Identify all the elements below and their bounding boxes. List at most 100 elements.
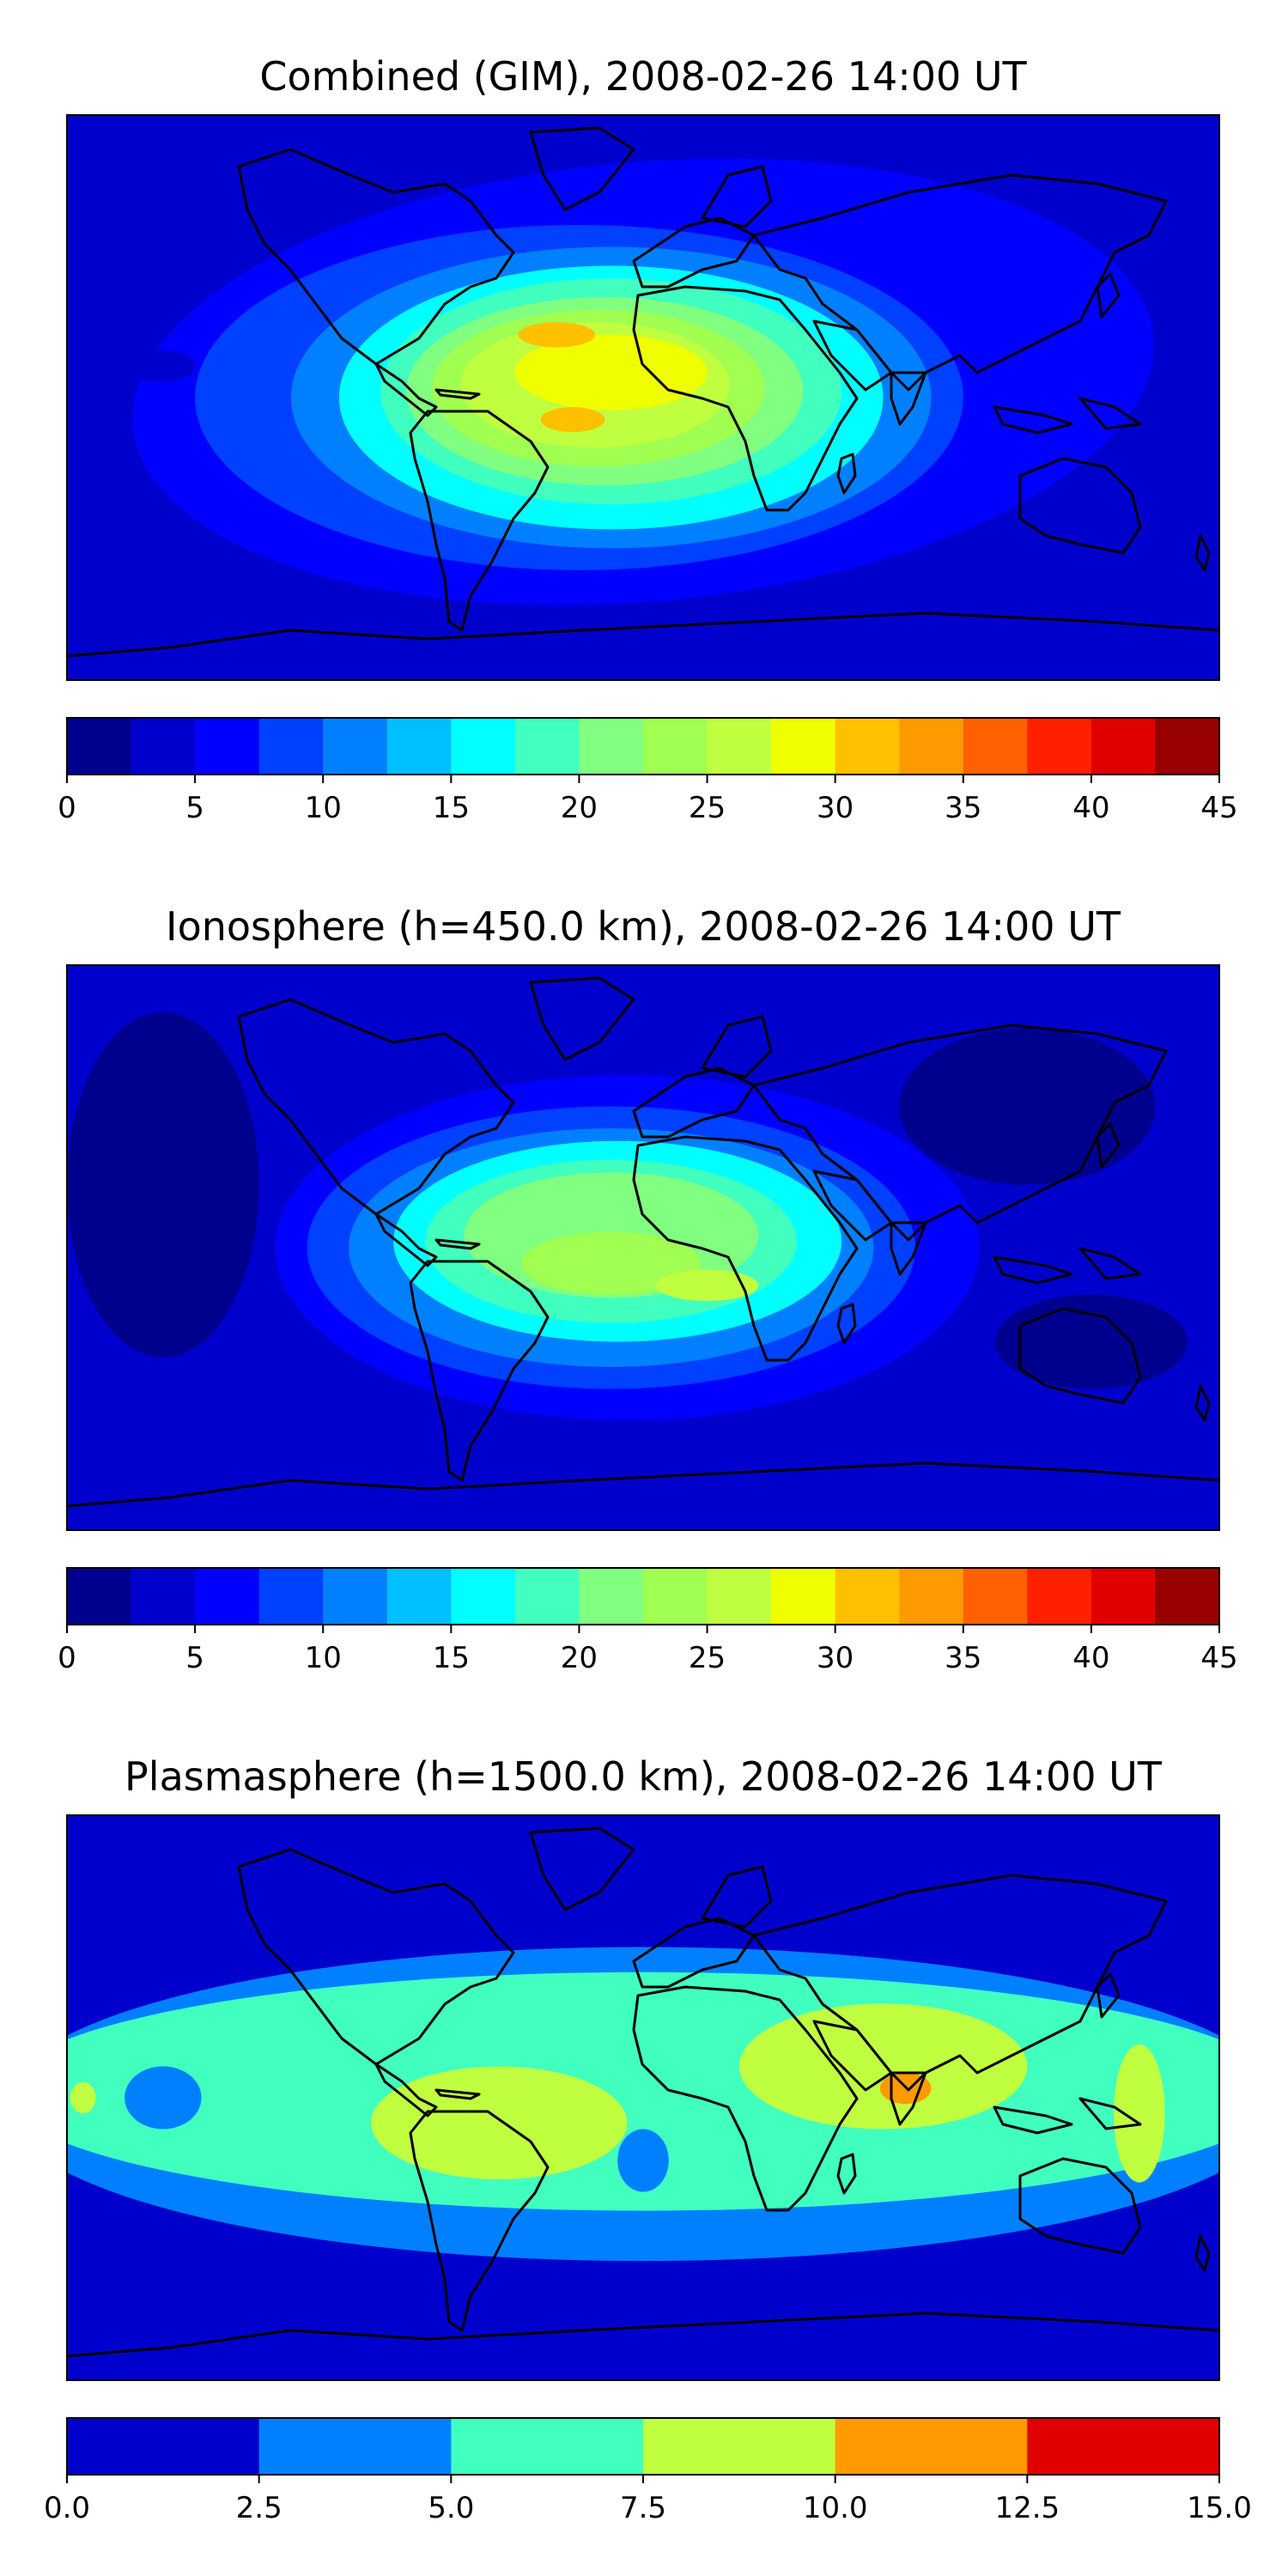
colorbar-segment — [771, 1568, 836, 1625]
colorbar-segment — [67, 718, 132, 775]
colorbar-tick-label: 25 — [689, 791, 726, 825]
colorbar-tick-label: 35 — [945, 1641, 981, 1675]
colorbar-segment — [131, 1568, 196, 1625]
colorbar-segment — [1027, 1568, 1092, 1625]
colorbar-segment — [771, 718, 836, 775]
colorbar-tick-label: 2.5 — [236, 2491, 283, 2525]
colorbar-tick-label: 15 — [433, 791, 470, 825]
contour-region — [995, 1294, 1188, 1389]
colorbar-tick-label: 12.5 — [994, 2491, 1060, 2525]
colorbar-segment — [1027, 2418, 1220, 2475]
contour-region — [70, 2081, 96, 2114]
colorbar-tick-label: 35 — [945, 791, 981, 825]
colorbar-segment — [835, 2418, 1028, 2475]
contour-region — [131, 350, 196, 382]
colorbar-segment — [451, 1568, 516, 1625]
contour-fields — [67, 1012, 1188, 1421]
colorbar-segment — [258, 1568, 324, 1625]
colorbar-tick-label: 0 — [58, 791, 76, 825]
colorbar-segment — [258, 2418, 452, 2475]
contour-region — [125, 2066, 202, 2129]
colorbar-tick-label: 7.5 — [620, 2491, 666, 2525]
colorbar-tick-label: 30 — [817, 791, 854, 825]
panel-title: Combined (GIM), 2008-02-26 14:00 UT — [259, 53, 1027, 100]
panel-title: Plasmasphere (h=1500.0 km), 2008-02-26 1… — [125, 1753, 1163, 1800]
contour-fields — [67, 1947, 1219, 2262]
contour-fields — [131, 158, 1154, 605]
colorbar-segment — [899, 1568, 964, 1625]
colorbar-frame — [66, 1567, 1220, 1625]
colorbar-segment — [323, 1568, 388, 1625]
contour-region — [67, 1012, 259, 1358]
colorbar-segment — [195, 718, 260, 775]
colorbar-segment — [514, 1568, 580, 1625]
contour-region — [521, 1231, 702, 1295]
map-area — [67, 1815, 1219, 2380]
colorbar-tick-label: 5 — [185, 791, 204, 825]
colorbar-tick-label: 5.0 — [428, 2491, 474, 2525]
colorbar-tick-label: 20 — [561, 791, 598, 825]
map-frame — [66, 114, 1220, 681]
colorbar-segment — [643, 2418, 836, 2475]
panel-plasmasphere: Plasmasphere (h=1500.0 km), 2008-02-26 1… — [44, 1753, 1252, 2525]
colorbar-segment — [258, 718, 324, 775]
contour-region — [514, 334, 708, 410]
colorbar-tick-label: 40 — [1072, 1641, 1109, 1675]
contour-region — [540, 406, 605, 433]
contour-region — [899, 1028, 1156, 1185]
colorbar-tick-label: 10 — [305, 1641, 342, 1675]
colorbar-segment — [707, 718, 772, 775]
colorbar-tick-label: 20 — [561, 1641, 598, 1675]
colorbar-tick-label: 45 — [1200, 1641, 1237, 1675]
panel-ionosphere: Ionosphere (h=450.0 km), 2008-02-26 14:0… — [58, 903, 1237, 1675]
contour-region — [1113, 2044, 1165, 2183]
colorbar-tick-label: 25 — [689, 1641, 726, 1675]
contour-region — [518, 322, 596, 348]
colorbar-segment — [67, 1568, 132, 1625]
colorbar-tick-label: 30 — [817, 1641, 854, 1675]
colorbar-segment — [514, 718, 580, 775]
contour-region — [617, 2129, 669, 2192]
panel-combined: Combined (GIM), 2008-02-26 14:00 UT 0 5 10… — [58, 53, 1237, 825]
colorbar-segment — [579, 718, 644, 775]
colorbar: 0 5 10 15 20 25 30 35 40 45 — [58, 717, 1238, 825]
colorbar-segment — [1091, 1568, 1156, 1625]
map-frame — [66, 1814, 1220, 2381]
colorbar-segment — [451, 718, 516, 775]
colorbar-tick-label: 0 — [58, 1641, 76, 1675]
colorbar-segment — [1155, 718, 1220, 775]
colorbar-segment — [1027, 718, 1092, 775]
colorbar-tick-label: 45 — [1200, 791, 1237, 825]
colorbar-segment — [835, 718, 900, 775]
contour-region — [738, 2003, 1028, 2129]
colorbar-segment — [386, 1568, 452, 1625]
colorbar-segment — [386, 718, 452, 775]
colorbar: 0.0 2.5 5.0 7.5 10.0 12.5 15.0 — [44, 2417, 1252, 2525]
colorbar-segment — [195, 1568, 260, 1625]
map-area — [67, 965, 1219, 1530]
colorbar: 0 5 10 15 20 25 30 35 40 45 — [58, 1567, 1238, 1675]
colorbar-frame — [66, 717, 1220, 775]
colorbar-segment — [323, 718, 388, 775]
colorbar-segment — [963, 1568, 1028, 1625]
colorbar-segment — [451, 2418, 644, 2475]
colorbar-segment — [707, 1568, 772, 1625]
colorbar-segment — [643, 1568, 708, 1625]
colorbar-tick-label: 15 — [433, 1641, 470, 1675]
colorbar-segment — [579, 1568, 644, 1625]
colorbar-tick-label: 40 — [1072, 791, 1109, 825]
colorbar-segment — [963, 718, 1028, 775]
contour-region — [655, 1269, 759, 1302]
colorbar-tick-label: 15.0 — [1187, 2491, 1252, 2525]
colorbar-segment — [899, 718, 964, 775]
map-area — [67, 115, 1219, 680]
colorbar-segment — [67, 2418, 260, 2475]
colorbar-tick-label: 5 — [185, 1641, 204, 1675]
map-frame — [66, 964, 1220, 1531]
colorbar-tick-label: 10.0 — [803, 2491, 868, 2525]
colorbar-segment — [131, 718, 196, 775]
contour-region — [979, 294, 1139, 407]
colorbar-tick-label: 0.0 — [44, 2491, 90, 2525]
panel-title: Ionosphere (h=450.0 km), 2008-02-26 14:0… — [166, 903, 1121, 950]
